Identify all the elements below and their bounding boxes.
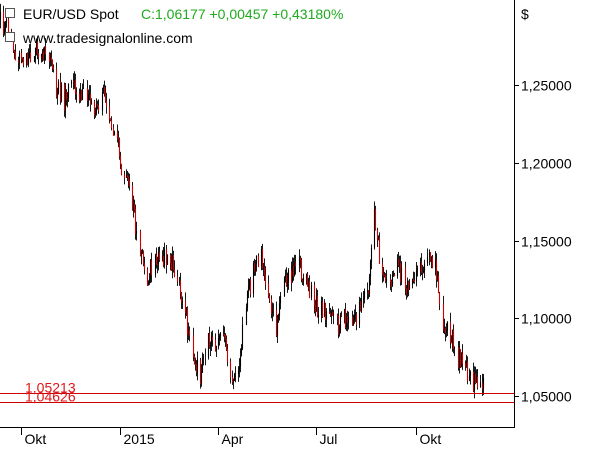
y-axis-ticks: 1,05000 1,10000 1,15000 1,20000 1,25000 (514, 78, 572, 405)
x-tick-label: 2015 (124, 431, 155, 447)
legend-checkbox[interactable] (5, 8, 15, 18)
watermark-url: www.tradesignalonline.com (22, 30, 193, 46)
watermark-checkbox[interactable] (5, 32, 15, 42)
quote-readout: C:1,06177 +0,00457 +0,43180% (141, 6, 343, 22)
x-tick-label: Okt (25, 431, 47, 447)
x-tick-label: Apr (222, 431, 244, 447)
y-tick-label: 1,25000 (521, 78, 572, 94)
y-tick-label: 1,10000 (521, 311, 572, 327)
x-axis-ticks: Okt 2015 Apr Jul Okt (21, 427, 442, 447)
level-label: 1,04626 (25, 389, 76, 405)
y-tick-label: 1,20000 (521, 156, 572, 172)
x-tick-label: Okt (420, 431, 442, 447)
y-tick-label: 1,05000 (521, 389, 572, 405)
candle-series (0, 3, 485, 399)
currency-label: $ (521, 6, 529, 22)
x-tick-label: Jul (320, 431, 338, 447)
y-tick-label: 1,15000 (521, 234, 572, 250)
instrument-title: EUR/USD Spot (23, 6, 119, 22)
level-label: 1,05213 (25, 380, 76, 396)
